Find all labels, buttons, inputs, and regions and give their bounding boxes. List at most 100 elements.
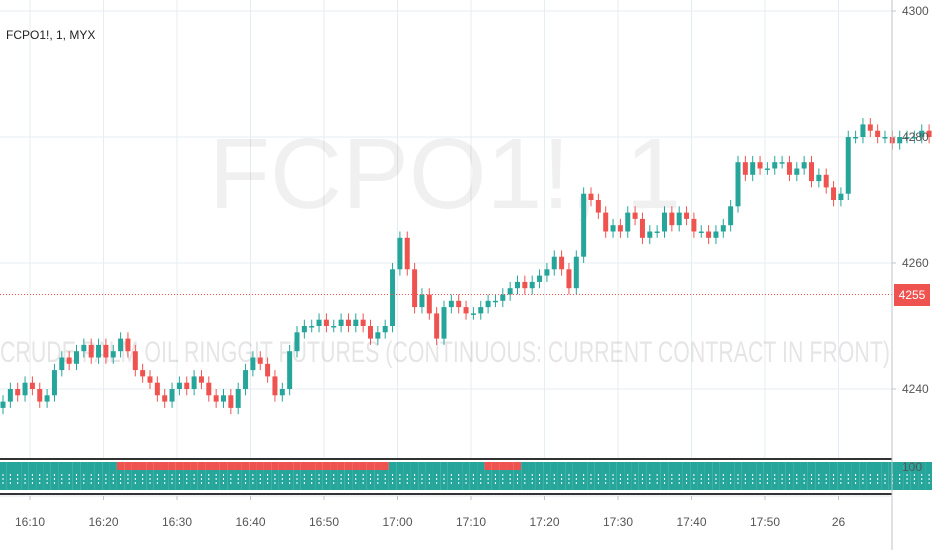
candle[interactable] xyxy=(772,155,778,175)
candle[interactable] xyxy=(272,370,278,402)
candle[interactable] xyxy=(228,389,234,415)
price-axis[interactable]: 4300 4280 4260 4240 xyxy=(892,4,929,396)
candle[interactable] xyxy=(338,313,344,333)
candle[interactable] xyxy=(669,206,675,232)
candle[interactable] xyxy=(706,225,712,245)
candle[interactable] xyxy=(463,300,469,320)
candle[interactable] xyxy=(838,187,844,207)
candle[interactable] xyxy=(698,225,704,238)
candle[interactable] xyxy=(125,332,131,358)
candle[interactable] xyxy=(684,206,690,226)
candle[interactable] xyxy=(456,294,462,314)
candle[interactable] xyxy=(492,294,498,308)
candle[interactable] xyxy=(779,155,785,169)
candle[interactable] xyxy=(81,338,87,358)
candle[interactable] xyxy=(243,363,249,396)
candle[interactable] xyxy=(911,130,917,144)
candle[interactable] xyxy=(96,338,102,364)
candle[interactable] xyxy=(801,155,807,175)
candle[interactable] xyxy=(51,363,57,402)
candle[interactable] xyxy=(750,155,756,182)
candle[interactable] xyxy=(500,288,506,308)
candle[interactable] xyxy=(559,250,565,276)
candle[interactable] xyxy=(764,162,770,175)
candle[interactable] xyxy=(809,155,814,188)
candle[interactable] xyxy=(581,187,587,263)
candle[interactable] xyxy=(529,275,535,295)
candle[interactable] xyxy=(74,344,79,371)
candle[interactable] xyxy=(742,155,748,182)
candle[interactable] xyxy=(485,294,491,314)
candle[interactable] xyxy=(191,370,197,396)
candle[interactable] xyxy=(522,275,528,295)
candle[interactable] xyxy=(573,250,579,295)
candle[interactable] xyxy=(353,313,359,333)
candle[interactable] xyxy=(132,344,138,377)
candle[interactable] xyxy=(728,200,734,232)
candle[interactable] xyxy=(360,313,366,333)
candle[interactable] xyxy=(639,212,645,245)
candle[interactable] xyxy=(603,206,609,238)
indicator-pane[interactable] xyxy=(0,462,932,490)
candle[interactable] xyxy=(897,130,903,150)
candle[interactable] xyxy=(551,250,557,276)
candle[interactable] xyxy=(595,193,601,219)
candle[interactable] xyxy=(676,206,682,232)
candle[interactable] xyxy=(434,307,440,345)
candle[interactable] xyxy=(691,212,697,238)
candle[interactable] xyxy=(816,168,822,188)
candle[interactable] xyxy=(919,124,925,144)
candle[interactable] xyxy=(375,326,381,345)
candle[interactable] xyxy=(515,275,520,295)
candle[interactable] xyxy=(926,124,932,144)
candle[interactable] xyxy=(345,313,351,333)
candle[interactable] xyxy=(390,263,396,333)
candle[interactable] xyxy=(507,281,513,301)
candle[interactable] xyxy=(265,357,271,383)
candle[interactable] xyxy=(544,263,550,282)
candle[interactable] xyxy=(103,338,109,364)
candle[interactable] xyxy=(147,370,153,389)
candle[interactable] xyxy=(37,382,43,408)
candle[interactable] xyxy=(853,130,859,144)
candle[interactable] xyxy=(110,344,116,364)
candle[interactable] xyxy=(412,263,418,314)
candle[interactable] xyxy=(118,332,124,358)
candle[interactable] xyxy=(662,206,667,238)
candle[interactable] xyxy=(176,376,182,396)
candle[interactable] xyxy=(184,376,190,396)
candle[interactable] xyxy=(610,218,616,238)
candle[interactable] xyxy=(198,370,204,389)
candle[interactable] xyxy=(867,118,873,137)
candle[interactable] xyxy=(470,307,476,320)
candle[interactable] xyxy=(654,225,660,238)
candle[interactable] xyxy=(735,155,741,213)
candle[interactable] xyxy=(904,130,910,144)
candle[interactable] xyxy=(757,155,763,175)
candle[interactable] xyxy=(323,313,329,333)
candle[interactable] xyxy=(206,376,212,402)
candle[interactable] xyxy=(588,187,594,207)
candle[interactable] xyxy=(845,130,851,200)
candle[interactable] xyxy=(860,118,866,144)
candle[interactable] xyxy=(419,288,425,314)
candle[interactable] xyxy=(294,326,300,358)
candle[interactable] xyxy=(287,344,293,396)
candle[interactable] xyxy=(478,300,484,320)
candle[interactable] xyxy=(221,389,226,408)
candle[interactable] xyxy=(786,155,792,182)
candle[interactable] xyxy=(331,319,337,333)
candle[interactable] xyxy=(59,351,65,377)
candle[interactable] xyxy=(213,389,219,408)
candle[interactable] xyxy=(140,363,146,383)
candle[interactable] xyxy=(22,376,28,402)
candle[interactable] xyxy=(316,313,322,333)
candle[interactable] xyxy=(88,338,94,364)
candle[interactable] xyxy=(448,294,454,314)
candle[interactable] xyxy=(368,319,373,345)
candle[interactable] xyxy=(382,319,388,339)
candle[interactable] xyxy=(882,130,888,144)
candle[interactable] xyxy=(162,389,168,408)
candle[interactable] xyxy=(169,382,175,408)
